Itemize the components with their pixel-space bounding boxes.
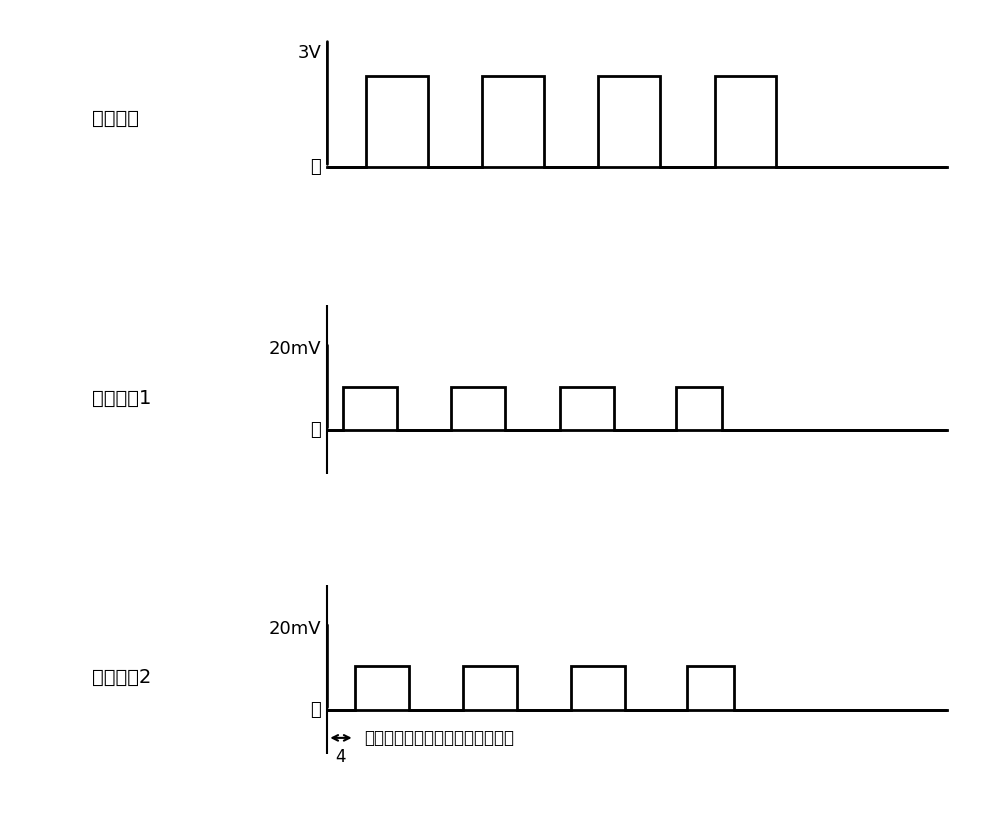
Text: 20mV: 20mV — [269, 620, 321, 639]
Text: 接收终端1: 接收终端1 — [92, 389, 151, 407]
Text: 3V: 3V — [297, 44, 321, 62]
Text: 终端之间的接收信号的小的时间差: 终端之间的接收信号的小的时间差 — [364, 729, 514, 747]
Text: 发送终端: 发送终端 — [92, 109, 139, 128]
Text: 接收终端2: 接收终端2 — [92, 669, 151, 687]
Text: 地: 地 — [310, 422, 321, 439]
Text: 地: 地 — [310, 158, 321, 176]
Text: 4: 4 — [335, 748, 346, 766]
Text: 20mV: 20mV — [269, 340, 321, 359]
Text: 地: 地 — [310, 701, 321, 719]
